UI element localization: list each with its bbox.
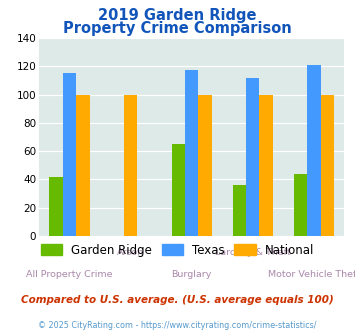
Text: All Property Crime: All Property Crime: [26, 270, 113, 279]
Bar: [294, 174, 307, 236]
Bar: [124, 94, 137, 236]
Bar: [49, 177, 63, 236]
Bar: [171, 144, 185, 236]
Text: 2019 Garden Ridge: 2019 Garden Ridge: [98, 8, 257, 23]
Bar: [185, 71, 198, 236]
Bar: [246, 78, 260, 236]
Bar: [233, 185, 246, 236]
Bar: [76, 94, 90, 236]
Text: Burglary: Burglary: [171, 270, 212, 279]
Text: Property Crime Comparison: Property Crime Comparison: [63, 21, 292, 36]
Bar: [198, 94, 212, 236]
Text: Compared to U.S. average. (U.S. average equals 100): Compared to U.S. average. (U.S. average …: [21, 295, 334, 305]
Text: Larceny & Theft: Larceny & Theft: [215, 248, 291, 257]
Bar: [307, 65, 321, 236]
Bar: [321, 94, 334, 236]
Bar: [260, 94, 273, 236]
Text: Arson: Arson: [117, 248, 144, 257]
Bar: [63, 73, 76, 236]
Legend: Garden Ridge, Texas, National: Garden Ridge, Texas, National: [36, 239, 319, 261]
Text: Motor Vehicle Theft: Motor Vehicle Theft: [268, 270, 355, 279]
Text: © 2025 CityRating.com - https://www.cityrating.com/crime-statistics/: © 2025 CityRating.com - https://www.city…: [38, 321, 317, 330]
